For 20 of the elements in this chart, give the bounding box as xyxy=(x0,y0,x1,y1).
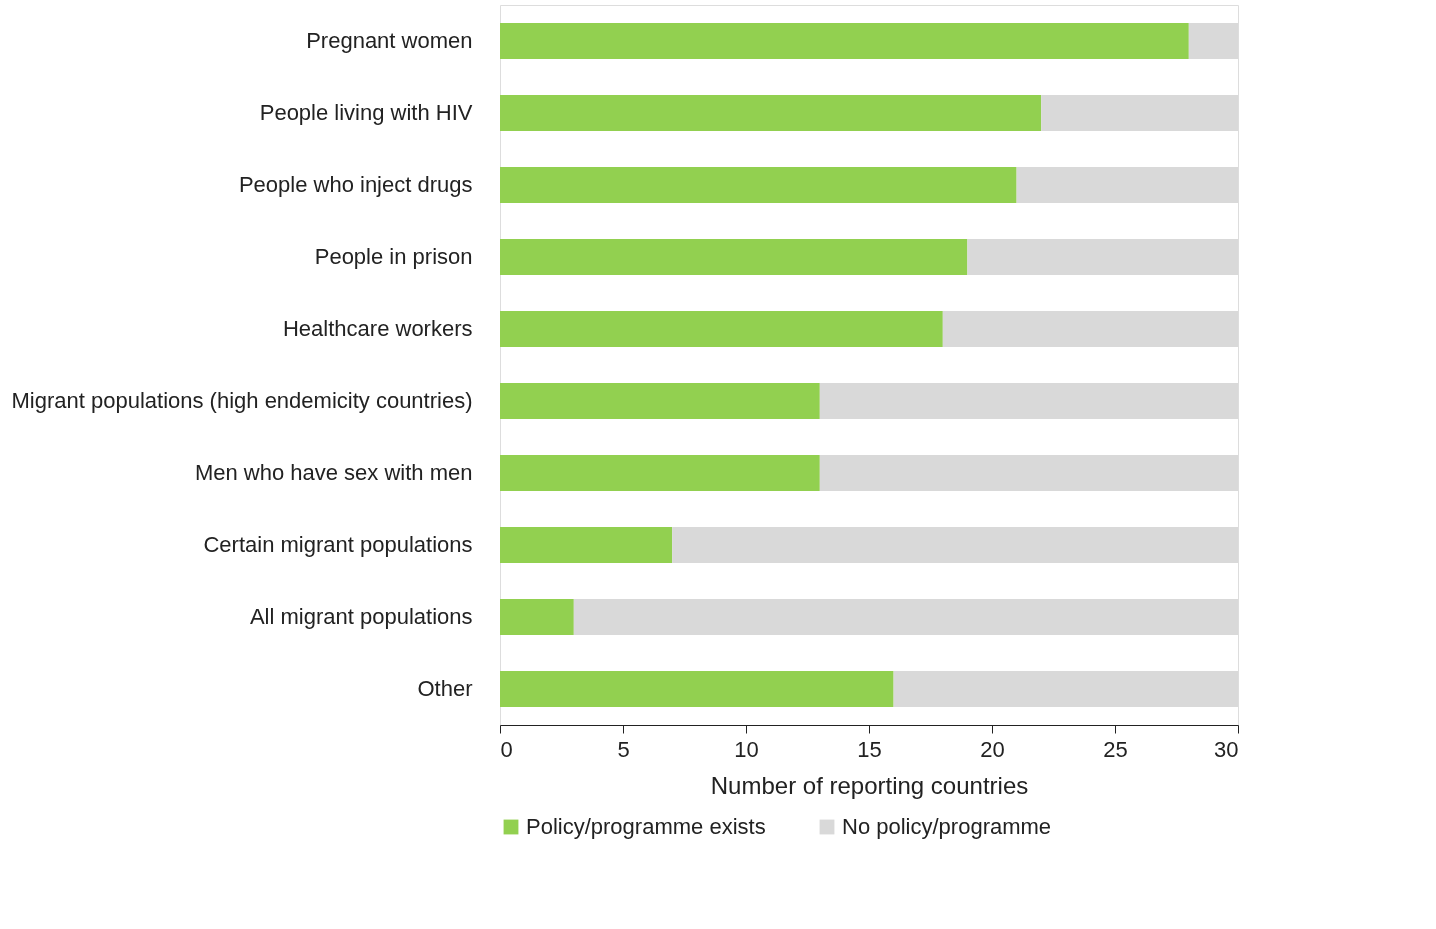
x-tick-label: 0 xyxy=(500,736,513,762)
y-tick-label: Migrant populations (high endemicity countries) xyxy=(11,388,473,413)
y-tick-label: People in prison xyxy=(314,244,473,269)
y-tick-label: People living with HIV xyxy=(259,100,473,125)
legend-label: No policy/programme xyxy=(842,814,1052,839)
x-tick-label: 20 xyxy=(980,736,1005,762)
x-tick-label: 10 xyxy=(734,736,759,762)
x-tick-label: 5 xyxy=(617,736,630,762)
x-axis-title: Number of reporting countries xyxy=(710,771,1029,799)
x-tick-label: 25 xyxy=(1103,736,1128,762)
y-tick-label: Certain migrant populations xyxy=(203,532,473,557)
y-tick-label: Pregnant women xyxy=(306,28,473,53)
y-tick-label: People who inject drugs xyxy=(238,172,473,197)
x-tick-label: 30 xyxy=(1214,736,1239,762)
y-tick-label: Healthcare workers xyxy=(282,316,473,341)
y-tick-label: Other xyxy=(417,676,473,701)
y-tick-label: All migrant populations xyxy=(249,604,473,629)
x-tick-label: 15 xyxy=(857,736,882,762)
legend-label: Policy/programme exists xyxy=(526,814,766,839)
y-tick-label: Men who have sex with men xyxy=(194,460,473,485)
